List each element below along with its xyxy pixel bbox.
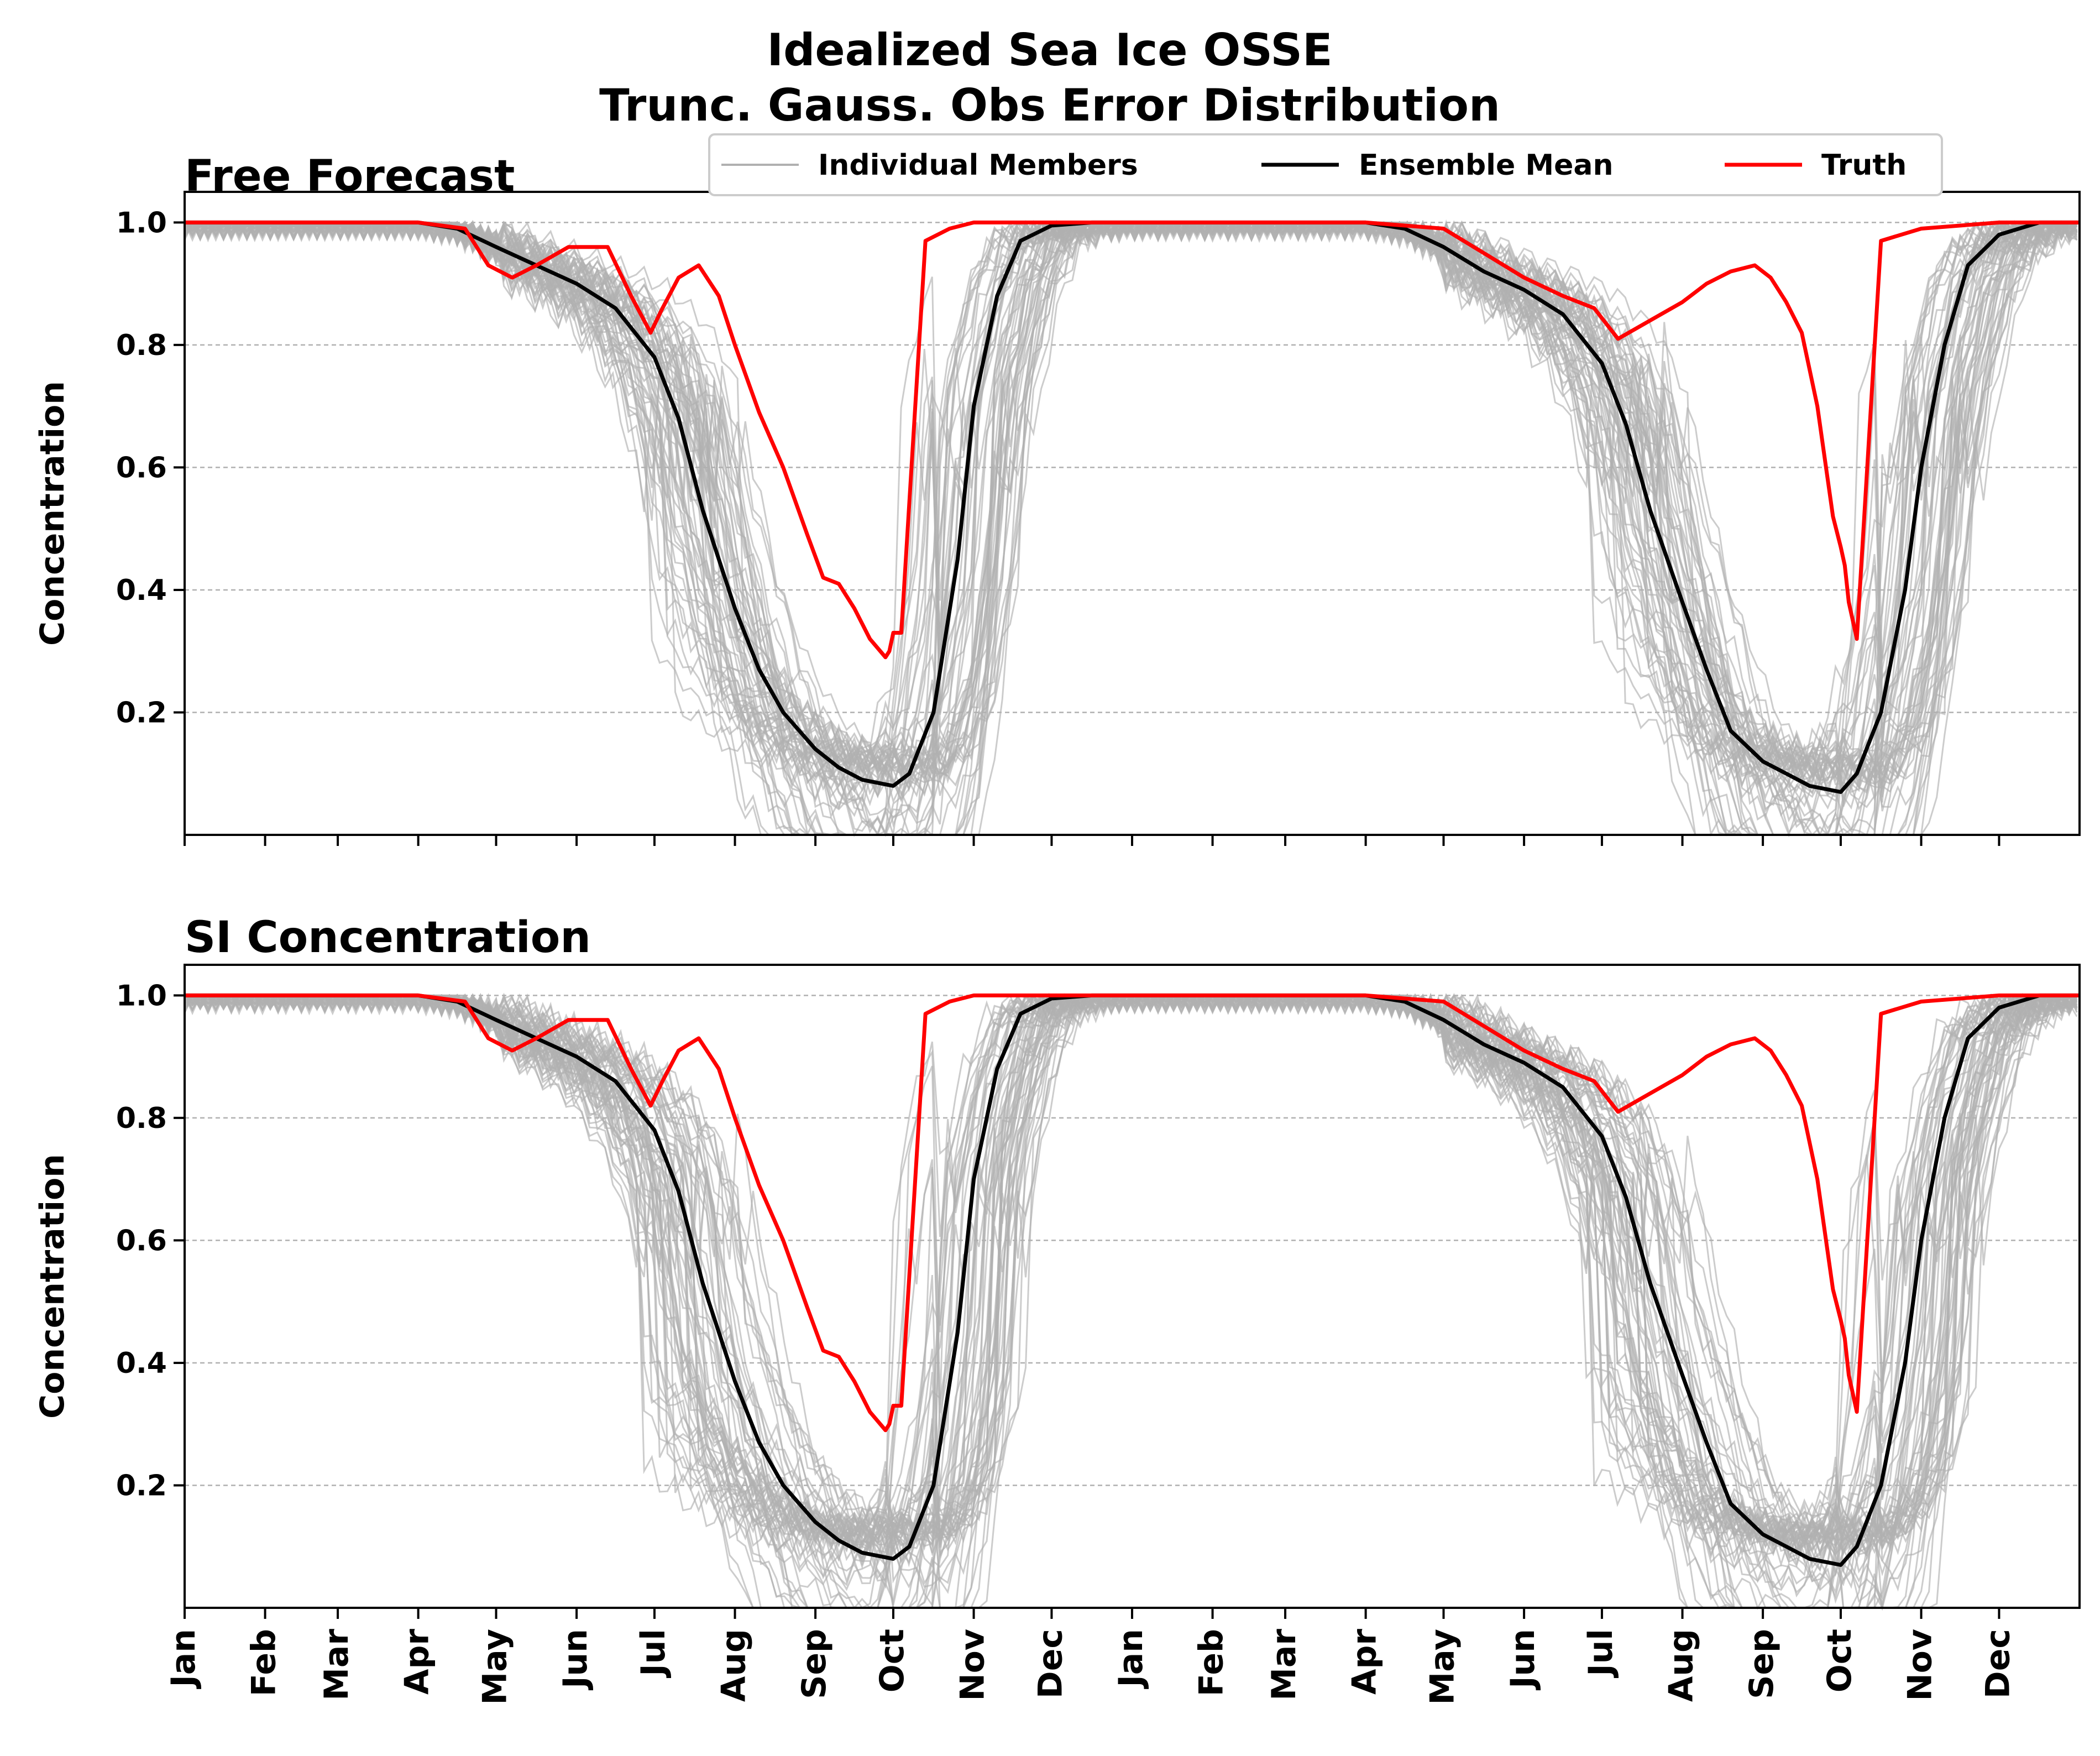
x-tick-label: Apr bbox=[1345, 1629, 1384, 1695]
x-tick-label: Apr bbox=[398, 1629, 437, 1695]
member-line bbox=[184, 994, 2078, 1606]
member-line bbox=[184, 220, 2078, 836]
figure-title-line2: Trunc. Gauss. Obs Error Distribution bbox=[599, 80, 1500, 131]
panel-title: SI Concentration bbox=[185, 913, 591, 963]
x-tick-label: Jun bbox=[1504, 1629, 1542, 1691]
y-tick-label: 1.0 bbox=[116, 979, 167, 1012]
figure-title-line1: Idealized Sea Ice OSSE bbox=[767, 24, 1332, 76]
x-tick-label: Mar bbox=[317, 1629, 356, 1701]
legend-truth-label: Truth bbox=[1821, 149, 1907, 182]
truth-line bbox=[185, 220, 2080, 660]
x-tick-label: Nov bbox=[954, 1629, 992, 1701]
x-tick-label: Jan bbox=[164, 1629, 203, 1690]
x-tick-label: Dec bbox=[1031, 1629, 1070, 1698]
panel-title: Free Forecast bbox=[185, 151, 515, 201]
panel-free-forecast: Free Forecast Concentration 0.2 0.4 0.6 0.8 1.… bbox=[33, 151, 2081, 846]
y-tick-label: 0.8 bbox=[116, 1102, 167, 1135]
legend: Individual Members Ensemble Mean Truth bbox=[708, 133, 1943, 196]
x-tick-label: Sep bbox=[795, 1629, 834, 1699]
x-tick-label: Oct bbox=[873, 1629, 912, 1692]
y-axis-label: Concentration bbox=[33, 1154, 72, 1419]
member-line bbox=[184, 221, 2077, 833]
y-tick-label: 0.4 bbox=[116, 1347, 167, 1380]
x-tick-label: Jun bbox=[556, 1629, 595, 1691]
y-tick-label: 0.4 bbox=[116, 574, 167, 607]
x-tick-label: May bbox=[1423, 1629, 1462, 1705]
x-tick-label: Aug bbox=[715, 1629, 753, 1702]
x-tick-label: Sep bbox=[1742, 1629, 1781, 1699]
y-tick-label: 0.2 bbox=[116, 1469, 167, 1502]
y-tick-label: 0.6 bbox=[116, 451, 167, 484]
x-tick-label: Oct bbox=[1820, 1629, 1859, 1692]
y-tick-label: 1.0 bbox=[116, 206, 167, 239]
x-tick-label: Feb bbox=[1192, 1629, 1231, 1696]
x-tick-label: Jul bbox=[634, 1629, 673, 1679]
x-tick-label: Mar bbox=[1265, 1629, 1303, 1701]
truth-line bbox=[185, 993, 2080, 1433]
y-tick-label: 0.6 bbox=[116, 1224, 167, 1257]
panel-si-concentration: SI Concentration Concentration 0.2 0.4 0.6 0.… bbox=[33, 913, 2081, 1705]
x-tick-label: May bbox=[476, 1629, 515, 1705]
x-tick-label: Jul bbox=[1581, 1629, 1620, 1679]
x-tick-label: Dec bbox=[1978, 1629, 2017, 1698]
x-tick-label: Jan bbox=[1112, 1629, 1150, 1690]
member-line bbox=[184, 992, 2078, 1554]
x-tick-label: Feb bbox=[245, 1629, 284, 1696]
y-tick-label: 0.2 bbox=[116, 696, 167, 729]
legend-members-label: Individual Members bbox=[818, 149, 1138, 182]
legend-mean-label: Ensemble Mean bbox=[1359, 149, 1613, 182]
x-tick-label: Aug bbox=[1662, 1629, 1701, 1702]
y-axis-label: Concentration bbox=[33, 381, 72, 646]
y-tick-label: 0.8 bbox=[116, 329, 167, 362]
member-line bbox=[185, 993, 2077, 1549]
x-tick-label: Nov bbox=[1901, 1629, 1940, 1701]
